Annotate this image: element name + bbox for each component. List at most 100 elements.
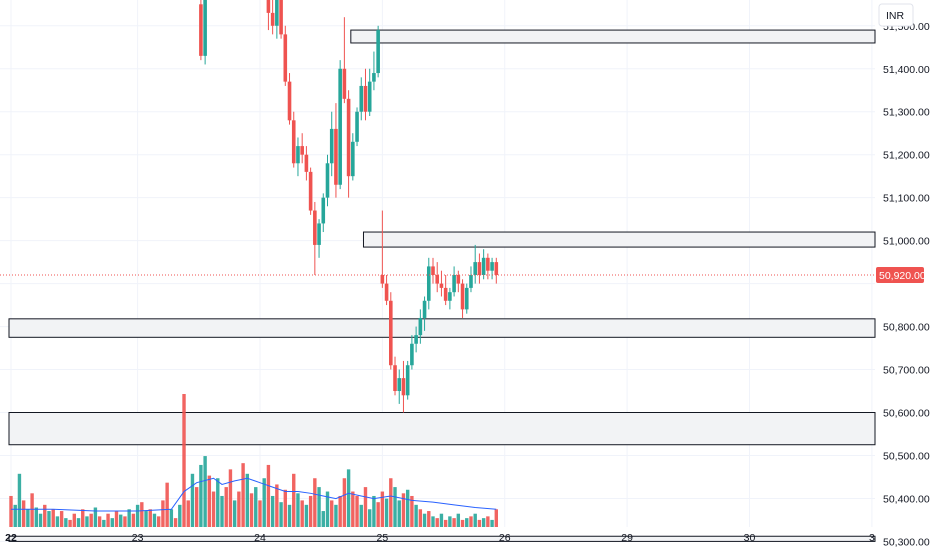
currency-box[interactable]: [878, 3, 914, 27]
volume-bar: [26, 509, 30, 527]
volume-bars: [9, 394, 498, 527]
zone-rectangle[interactable]: [8, 412, 876, 446]
candle-body: [397, 378, 402, 392]
candle[interactable]: [431, 257, 435, 284]
candle[interactable]: [405, 360, 410, 400]
volume-bar: [249, 493, 254, 527]
candle[interactable]: [414, 326, 418, 353]
volume-bar: [216, 478, 220, 527]
candle[interactable]: [304, 146, 309, 181]
candle[interactable]: [266, 0, 271, 31]
date-tick-label: 26: [499, 532, 511, 544]
currency-label[interactable]: INR: [878, 3, 914, 27]
volume-bar: [376, 502, 380, 527]
volume-bar: [152, 513, 157, 527]
candle[interactable]: [283, 25, 288, 86]
candle[interactable]: [334, 103, 338, 198]
candle[interactable]: [308, 167, 313, 215]
candle-body: [456, 275, 461, 284]
candle[interactable]: [397, 369, 402, 404]
candle[interactable]: [486, 253, 490, 280]
candle[interactable]: [291, 111, 296, 168]
volume-bar: [401, 493, 406, 527]
candle[interactable]: [279, 0, 283, 39]
volume-bar: [220, 495, 224, 527]
candle[interactable]: [287, 73, 292, 125]
price-tick-label: 50,300.00: [883, 536, 930, 548]
candle-body: [452, 275, 456, 293]
price-tick-label: 50,800.00: [883, 322, 930, 334]
candle[interactable]: [477, 253, 482, 284]
candle[interactable]: [270, 0, 275, 35]
candles[interactable]: [199, 0, 499, 413]
zone-rectangle[interactable]: [362, 231, 876, 248]
candle[interactable]: [300, 133, 304, 164]
candle[interactable]: [456, 270, 461, 293]
candle-body: [494, 262, 499, 275]
candle[interactable]: [464, 283, 469, 314]
candle[interactable]: [389, 292, 393, 370]
candle[interactable]: [203, 0, 207, 65]
volume-bar: [418, 509, 423, 527]
candle[interactable]: [380, 210, 385, 288]
volume-bar: [452, 518, 456, 527]
price-tick-label: 51,400.00: [883, 64, 930, 76]
candle[interactable]: [329, 111, 334, 177]
candle[interactable]: [443, 275, 448, 306]
volume-bar: [473, 513, 477, 527]
candle[interactable]: [393, 356, 397, 396]
candle[interactable]: [452, 266, 456, 297]
candle[interactable]: [422, 296, 427, 331]
candle[interactable]: [435, 262, 440, 293]
candle[interactable]: [481, 249, 486, 280]
candle-body: [317, 223, 321, 245]
candle[interactable]: [448, 287, 452, 310]
zone-rectangles[interactable]: [8, 29, 876, 542]
price-axis[interactable]: 51,500.0051,400.0051,300.0051,200.0051,1…: [883, 21, 930, 549]
candle[interactable]: [490, 257, 494, 280]
candle-body: [266, 0, 271, 13]
volume-bar: [372, 495, 376, 527]
candle[interactable]: [342, 17, 347, 104]
candle[interactable]: [401, 360, 406, 413]
candle[interactable]: [355, 107, 359, 147]
candle[interactable]: [296, 137, 300, 177]
candle[interactable]: [321, 193, 326, 233]
candle[interactable]: [338, 60, 342, 190]
candle[interactable]: [372, 51, 376, 91]
candle[interactable]: [410, 335, 414, 370]
candle[interactable]: [494, 257, 499, 284]
candle-body: [372, 73, 376, 82]
candle[interactable]: [363, 68, 368, 121]
candle[interactable]: [469, 266, 473, 293]
volume-bar: [190, 473, 195, 527]
candle[interactable]: [367, 68, 372, 117]
candle[interactable]: [317, 219, 321, 258]
candle[interactable]: [359, 77, 364, 121]
date-tick-label: 25: [377, 532, 389, 544]
zone-rectangle[interactable]: [8, 535, 876, 542]
volume-bar: [55, 516, 60, 527]
candle[interactable]: [460, 279, 465, 318]
candle[interactable]: [325, 154, 330, 207]
volume-bar: [13, 504, 17, 527]
time-axis[interactable]: 22 23 24 25 26 29 30 3: [5, 532, 875, 544]
candle[interactable]: [351, 133, 355, 181]
zone-rectangle[interactable]: [8, 318, 876, 338]
candle[interactable]: [418, 309, 423, 344]
candle[interactable]: [376, 25, 380, 78]
candle[interactable]: [346, 90, 351, 198]
candle[interactable]: [426, 257, 431, 310]
volume-bar: [194, 487, 199, 527]
volume-bar: [477, 519, 482, 527]
last-price-badge: [876, 267, 924, 283]
zone-rectangle[interactable]: [350, 29, 876, 44]
candle[interactable]: [199, 0, 203, 61]
candle[interactable]: [384, 275, 389, 306]
volume-bar: [157, 516, 161, 527]
candle[interactable]: [473, 244, 477, 284]
candle[interactable]: [313, 201, 317, 275]
candle[interactable]: [275, 0, 279, 39]
